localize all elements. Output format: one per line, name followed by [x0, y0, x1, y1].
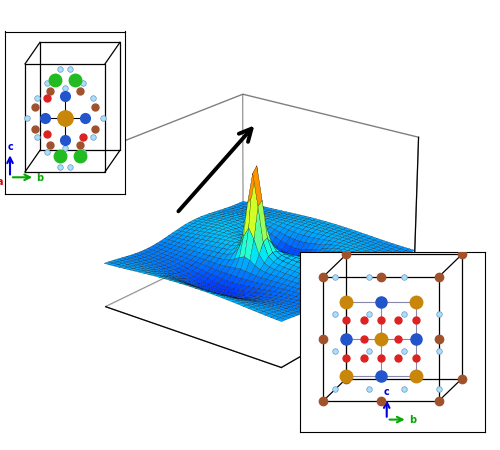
Text: b: b — [36, 172, 43, 183]
Text: c: c — [8, 142, 14, 152]
Text: b: b — [408, 415, 416, 425]
Text: a: a — [0, 177, 4, 187]
Text: c: c — [384, 387, 389, 397]
